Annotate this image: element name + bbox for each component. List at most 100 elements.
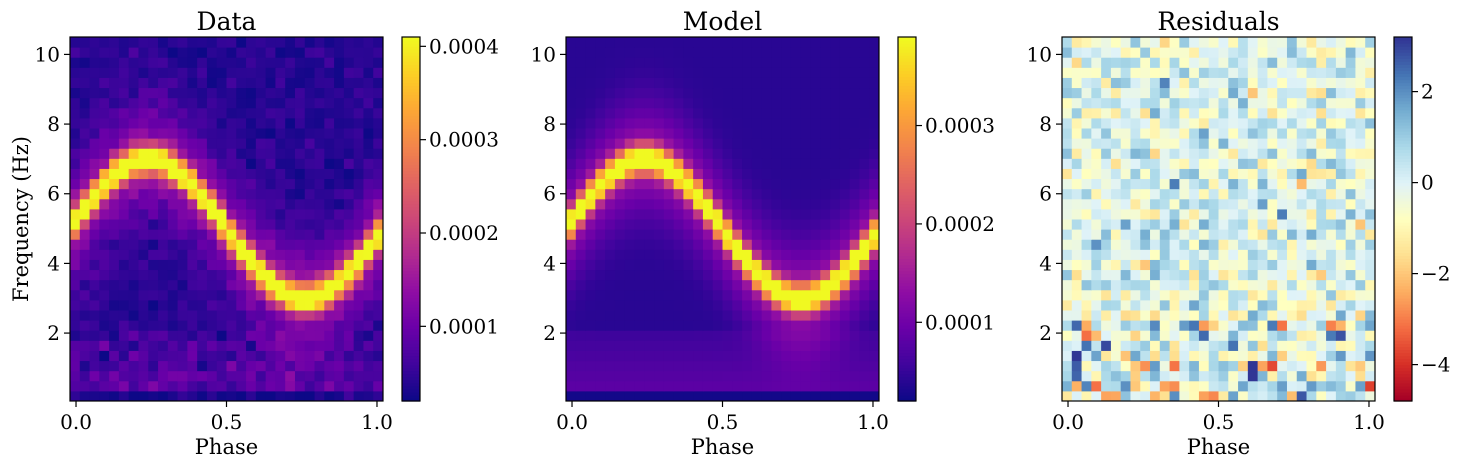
colorbar-tick-label: 0.0001: [925, 310, 995, 334]
heatmap-cell: [1335, 330, 1347, 341]
heatmap-cell: [790, 208, 802, 220]
heatmap-cell: [138, 269, 149, 281]
colorbar-segment: [898, 219, 916, 223]
heatmap-cell: [712, 178, 723, 190]
heatmap-cell: [634, 340, 645, 351]
heatmap-cell: [790, 380, 802, 392]
heatmap-cell: [693, 370, 704, 382]
heatmap-cell: [285, 47, 296, 58]
heatmap-cell: [1257, 67, 1268, 78]
heatmap-cell: [1306, 360, 1317, 372]
heatmap-cell: [294, 340, 306, 351]
heatmap-cell: [1071, 77, 1083, 89]
heatmap-cell: [1345, 279, 1356, 291]
heatmap-cell: [634, 158, 645, 169]
heatmap-cell: [1247, 178, 1259, 190]
heatmap-cell: [304, 158, 316, 169]
heatmap-cell: [859, 168, 870, 180]
colorbar-segment: [402, 179, 420, 184]
heatmap-cell: [285, 390, 296, 402]
heatmap-cell: [742, 249, 753, 260]
heatmap-cell: [177, 320, 188, 331]
heatmap-cell: [566, 279, 577, 291]
heatmap-cell: [79, 198, 91, 210]
heatmap-cell: [226, 117, 237, 129]
heatmap-cell: [216, 219, 227, 230]
heatmap-cell: [1130, 168, 1141, 180]
heatmap-cell: [353, 37, 364, 48]
heatmap-cell: [373, 37, 384, 48]
heatmap-cell: [644, 208, 655, 220]
heatmap-cell: [800, 249, 812, 260]
heatmap-cell: [614, 47, 626, 58]
heatmap-cell: [216, 128, 227, 139]
heatmap-cell: [1081, 188, 1092, 200]
heatmap-cell: [1110, 330, 1122, 341]
heatmap-cell: [1110, 310, 1122, 321]
heatmap-cell: [869, 249, 880, 260]
heatmap-cell: [1277, 57, 1288, 68]
heatmap-cell: [624, 239, 635, 250]
x-tick-label: 0.5: [211, 410, 243, 434]
colorbar-segment: [1394, 70, 1412, 74]
heatmap-cell: [1189, 208, 1200, 220]
heatmap-cell: [1198, 188, 1210, 200]
heatmap-cell: [1355, 148, 1366, 159]
heatmap-cell: [859, 299, 870, 311]
heatmap-cell: [1228, 87, 1239, 99]
heatmap-cell: [771, 330, 782, 341]
heatmap-cell: [634, 239, 645, 250]
colorbar-tick-label: −2: [1421, 262, 1450, 286]
heatmap-cell: [1110, 219, 1122, 230]
heatmap-cell: [265, 158, 276, 169]
heatmap-cell: [158, 128, 169, 139]
heatmap-cell: [1169, 380, 1180, 392]
heatmap-cell: [138, 117, 149, 129]
heatmap-cell: [732, 168, 743, 180]
heatmap-cell: [624, 138, 635, 149]
heatmap-cell: [226, 289, 237, 301]
heatmap-cell: [761, 390, 772, 402]
heatmap-cell: [1179, 340, 1190, 351]
heatmap-cell: [614, 87, 626, 99]
heatmap-cell: [781, 168, 792, 180]
heatmap-cell: [702, 57, 714, 68]
heatmap-cell: [1296, 340, 1308, 351]
heatmap-cell: [693, 219, 704, 230]
heatmap-cell: [849, 97, 860, 109]
heatmap-cell: [216, 259, 227, 271]
heatmap-cell: [304, 289, 316, 301]
heatmap-cell: [614, 299, 626, 311]
heatmap-cell: [285, 158, 296, 169]
heatmap-cell: [1228, 77, 1239, 89]
heatmap-cell: [89, 188, 100, 200]
heatmap-cell: [314, 340, 325, 351]
colorbar-segment: [402, 306, 420, 311]
heatmap-cell: [138, 340, 149, 351]
heatmap-cell: [1208, 289, 1219, 301]
heatmap-cell: [595, 380, 606, 392]
heatmap-cell: [644, 117, 655, 129]
heatmap-cell: [187, 289, 198, 301]
heatmap-cell: [722, 239, 733, 250]
heatmap-cell: [663, 178, 675, 190]
heatmap-cell: [1267, 269, 1278, 281]
heatmap-cell: [1345, 67, 1356, 78]
heatmap-cell: [304, 47, 316, 58]
heatmap-cell: [761, 249, 772, 260]
heatmap-cell: [148, 148, 159, 159]
heatmap-cell: [790, 259, 802, 271]
heatmap-cell: [1247, 299, 1259, 311]
heatmap-cell: [1159, 198, 1171, 210]
heatmap-cell: [1208, 67, 1219, 78]
heatmap-cell: [1140, 219, 1151, 230]
heatmap-cell: [79, 77, 91, 89]
heatmap-cell: [1208, 269, 1219, 281]
heatmap-cell: [585, 299, 596, 311]
heatmap-cell: [624, 320, 635, 331]
heatmap-cell: [363, 370, 374, 382]
heatmap-cell: [265, 269, 276, 281]
heatmap-cell: [1071, 37, 1083, 48]
heatmap-cell: [790, 47, 802, 58]
heatmap-cell: [644, 87, 655, 99]
